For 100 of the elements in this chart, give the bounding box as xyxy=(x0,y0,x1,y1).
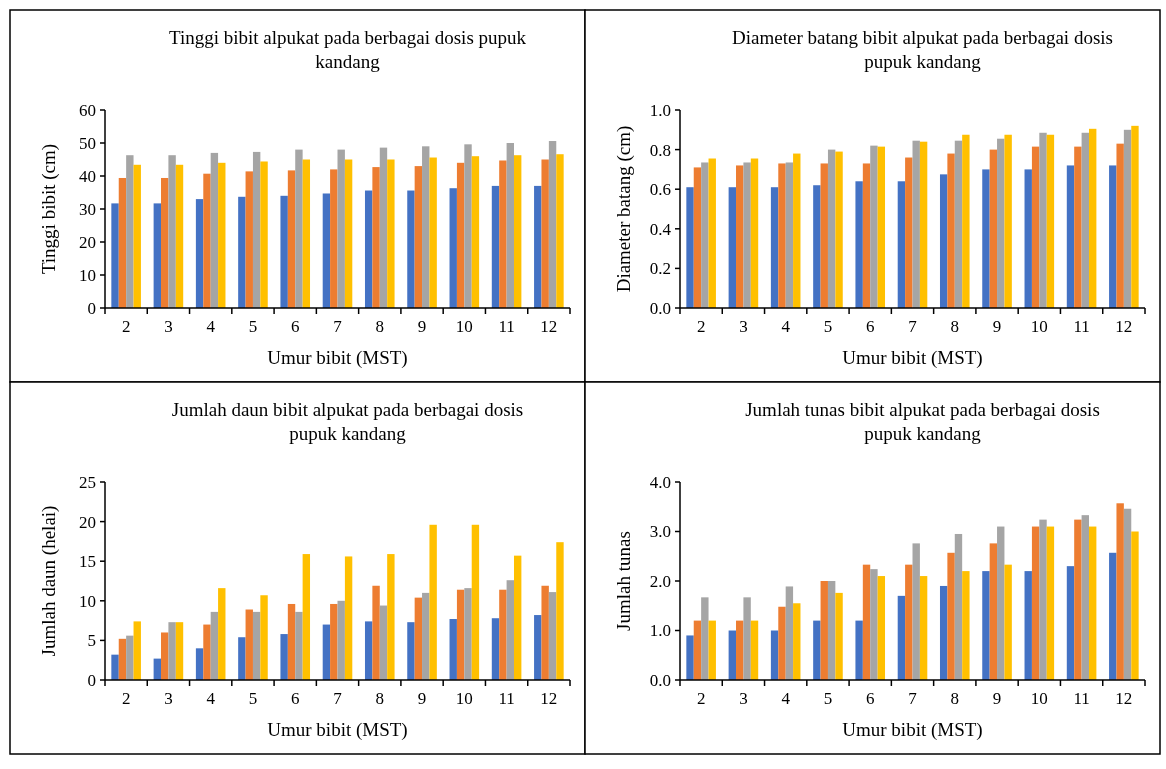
bar xyxy=(877,146,886,308)
x-tick-label: 5 xyxy=(248,689,258,708)
bar xyxy=(372,167,380,308)
bar xyxy=(728,630,737,680)
y-tick-label: 60 xyxy=(79,100,96,120)
x-tick-label: 5 xyxy=(823,689,833,708)
bar xyxy=(168,155,176,308)
bar xyxy=(982,169,990,308)
bar xyxy=(813,185,821,308)
bar xyxy=(218,588,226,680)
bar xyxy=(548,141,557,308)
bar xyxy=(337,600,345,680)
bar xyxy=(449,619,457,680)
bar xyxy=(693,620,702,680)
bar xyxy=(195,648,204,680)
bar xyxy=(686,187,694,308)
bar xyxy=(344,159,353,308)
x-tick-label: 2 xyxy=(121,317,131,336)
bar xyxy=(1109,165,1117,308)
bar xyxy=(506,580,514,680)
bar xyxy=(778,163,786,308)
bar xyxy=(280,634,288,680)
x-axis-title: Umur bibit (MST) xyxy=(267,719,408,741)
bar xyxy=(989,149,998,308)
x-tick-label: 11 xyxy=(1073,317,1090,336)
bar xyxy=(556,154,564,308)
x-tick-label: 8 xyxy=(950,317,960,336)
bar xyxy=(118,638,127,680)
x-tick-label: 4 xyxy=(781,317,791,336)
bar xyxy=(770,187,779,308)
y-tick-label: 20 xyxy=(79,512,96,532)
bar xyxy=(238,637,246,680)
bar xyxy=(245,609,253,680)
x-tick-label: 2 xyxy=(121,689,131,708)
bar xyxy=(344,556,353,680)
bar xyxy=(449,188,457,308)
bar xyxy=(877,576,886,680)
x-tick-label: 2 xyxy=(696,317,706,336)
y-tick-label: 10 xyxy=(79,591,96,611)
bar xyxy=(897,595,906,680)
bar xyxy=(939,585,948,680)
bar xyxy=(133,621,141,680)
bar xyxy=(1024,571,1032,680)
y-tick-label: 4.0 xyxy=(649,472,671,492)
bar xyxy=(153,203,162,308)
y-tick-label: 20 xyxy=(79,232,96,252)
bar xyxy=(422,592,430,680)
x-tick-label: 8 xyxy=(375,689,385,708)
x-tick-label: 10 xyxy=(455,317,473,336)
y-tick-label: 0.0 xyxy=(649,298,671,318)
bar xyxy=(414,166,423,308)
y-tick-label: 50 xyxy=(79,133,96,153)
bar xyxy=(997,138,1005,308)
bar xyxy=(750,620,759,680)
bar xyxy=(499,589,507,680)
y-tick-label: 30 xyxy=(79,199,96,219)
bar xyxy=(534,185,542,308)
bar xyxy=(252,151,261,308)
y-axis-title: Jumlah daun (helai) xyxy=(38,505,60,657)
bar xyxy=(422,146,430,308)
x-tick-label: 12 xyxy=(1115,689,1133,708)
bar xyxy=(905,157,913,308)
x-tick-label: 7 xyxy=(908,689,918,708)
bar xyxy=(175,622,184,680)
bar xyxy=(708,620,716,680)
x-tick-label: 11 xyxy=(1073,689,1090,708)
x-tick-label: 8 xyxy=(950,689,960,708)
chart-title: Diameter batang bibit alpukat pada berbagai dosis pupuk kandang xyxy=(732,27,1113,72)
bar xyxy=(793,153,801,308)
bar xyxy=(429,157,437,308)
bar xyxy=(464,144,472,308)
bar xyxy=(506,143,514,308)
bar xyxy=(743,162,751,308)
bar xyxy=(835,151,843,308)
bar xyxy=(111,654,119,680)
bar xyxy=(947,552,955,680)
chart-title: Tinggi bibit alpukat pada berbagai dosis pupuk kandang xyxy=(168,27,527,72)
bar xyxy=(337,149,345,308)
bar xyxy=(414,597,423,680)
y-axis-title: Tinggi bibit (cm) xyxy=(38,143,60,275)
bar xyxy=(1031,526,1040,680)
bar xyxy=(947,153,955,308)
x-axis-title: Umur bibit (MST) xyxy=(267,347,408,369)
bar xyxy=(238,196,246,308)
x-tick-label: 9 xyxy=(992,689,1002,708)
x-tick-label: 3 xyxy=(164,689,173,708)
bar xyxy=(785,586,794,680)
bar xyxy=(471,524,480,680)
bar xyxy=(379,147,388,308)
bar xyxy=(1074,519,1082,680)
x-tick-label: 9 xyxy=(417,317,427,336)
bar xyxy=(1116,503,1124,680)
y-axis-title: Diameter batang (cm) xyxy=(613,125,635,293)
bar xyxy=(491,618,500,680)
bar xyxy=(287,170,296,308)
y-tick-label: 0.8 xyxy=(649,140,671,160)
bar xyxy=(499,160,507,308)
bar xyxy=(260,161,268,308)
bar xyxy=(750,158,759,308)
bar xyxy=(295,149,303,308)
